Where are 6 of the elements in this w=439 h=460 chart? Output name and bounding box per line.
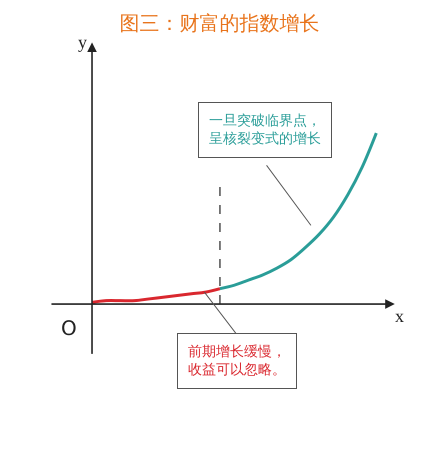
- chart-title: 图三：财富的指数增长: [120, 11, 320, 35]
- y-axis-title: y: [78, 32, 87, 52]
- text: O: [61, 316, 77, 340]
- text: 前期增长缓慢，收益可以忽略。: [188, 344, 286, 378]
- x-axis-title: x: [395, 306, 404, 326]
- annotation: 一旦突破临界点，呈核裂变式的增长: [209, 113, 321, 148]
